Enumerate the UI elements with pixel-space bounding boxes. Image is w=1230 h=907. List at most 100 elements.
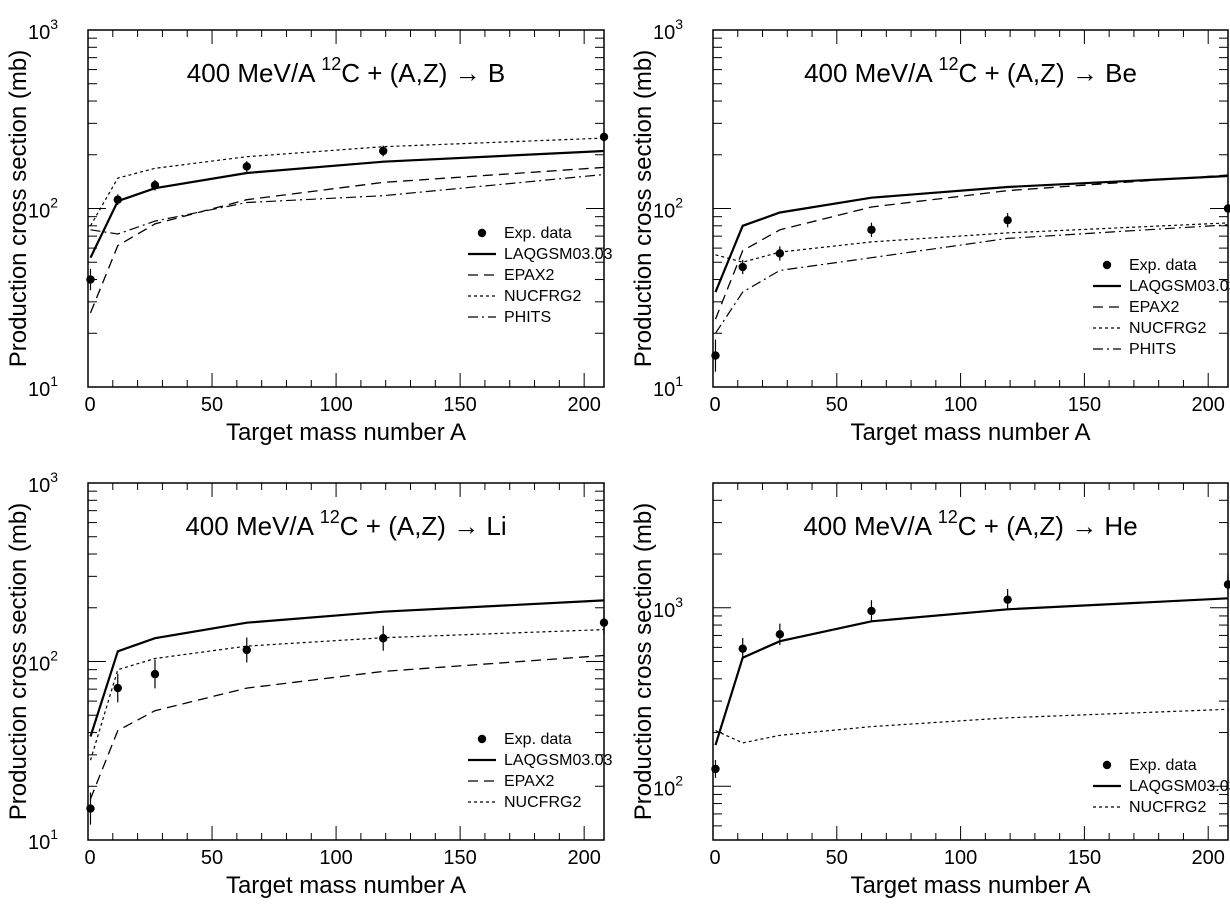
data-point xyxy=(86,804,95,813)
x-tick-label: 200 xyxy=(1192,394,1225,416)
data-point xyxy=(86,275,95,284)
data-point xyxy=(1003,215,1012,225)
series-line xyxy=(715,222,1229,263)
data-point xyxy=(1223,204,1230,213)
legend: Exp. data LAQGSM03.03 EPAX2 NUCFRG2 PHITS xyxy=(1093,257,1230,358)
legend-label: NUCFRG2 xyxy=(1129,320,1206,337)
panel-title: 400 MeV/A 12C + (A,Z) → Li xyxy=(185,507,506,541)
x-tick-label: 50 xyxy=(201,847,223,869)
legend-label: Exp. data xyxy=(504,731,572,748)
legend-label: EPAX2 xyxy=(1129,299,1180,316)
series-line xyxy=(714,597,1229,746)
x-tick-label: 100 xyxy=(944,394,977,416)
data-point xyxy=(867,225,876,234)
series-line xyxy=(89,654,605,800)
data-point xyxy=(599,132,609,142)
panel-title: 400 MeV/A 12C + (A,Z) → Be xyxy=(804,54,1137,88)
data-point xyxy=(113,683,122,693)
y-axis-title: Production cross section (mb) xyxy=(5,50,32,367)
x-tick-label: 100 xyxy=(944,847,977,869)
x-tick-label: 0 xyxy=(709,394,720,416)
x-tick-label: 100 xyxy=(319,394,352,416)
y-tick-label: 102 xyxy=(653,772,683,800)
series-line xyxy=(89,599,605,737)
chart-panel-3: 0 50 100 150 200 101 102 103 Target mass number … xyxy=(5,469,613,899)
data-point xyxy=(242,162,251,171)
legend-label: NUCFRG2 xyxy=(1129,799,1206,816)
legend-label: EPAX2 xyxy=(504,773,555,790)
legend: Exp. data LAQGSM03.03 NUCFRG2 xyxy=(1093,757,1230,816)
legend-marker xyxy=(477,734,487,744)
legend-label: LAQGSM03.03 xyxy=(1129,778,1230,795)
legend-marker xyxy=(1102,760,1112,770)
data-point xyxy=(775,249,785,258)
y-axis-title: Production cross section (mb) xyxy=(630,50,657,367)
panel-title: 400 MeV/A 12C + (A,Z) → He xyxy=(803,507,1137,541)
data-point xyxy=(711,764,720,774)
data-point xyxy=(1003,595,1012,604)
legend-label: NUCFRG2 xyxy=(504,288,581,305)
x-tick-label: 150 xyxy=(443,847,476,869)
legend-label: Exp. data xyxy=(1129,257,1197,274)
x-tick-label: 200 xyxy=(567,394,600,416)
data-point xyxy=(150,669,160,679)
x-tick-label: 150 xyxy=(1068,847,1101,869)
x-tick-label: 150 xyxy=(1068,394,1101,416)
chart-panel-2: 0 50 100 150 200 101 102 103 Target mass number … xyxy=(630,16,1230,446)
y-tick-label: 101 xyxy=(28,826,58,854)
x-tick-label: 200 xyxy=(567,847,600,869)
legend-label: LAQGSM03.03 xyxy=(504,752,613,769)
legend-label: Exp. data xyxy=(504,225,572,242)
series-line xyxy=(89,149,605,259)
series-line xyxy=(89,629,605,761)
data-point xyxy=(379,146,388,156)
panel-title: 400 MeV/A 12C + (A,Z) → B xyxy=(187,54,505,88)
y-axis-title: Production cross section (mb) xyxy=(630,503,657,820)
data-point xyxy=(379,634,388,643)
legend-label: Exp. data xyxy=(1129,757,1197,774)
x-axis-title: Target mass number A xyxy=(850,419,1090,446)
series-line xyxy=(90,173,605,235)
y-tick-label: 101 xyxy=(28,373,58,401)
x-tick-label: 50 xyxy=(826,847,848,869)
x-tick-label: 0 xyxy=(709,847,720,869)
data-point xyxy=(867,606,876,616)
series-line xyxy=(714,224,1229,334)
y-tick-label: 103 xyxy=(653,594,683,622)
y-tick-label: 102 xyxy=(28,195,58,223)
y-tick-label: 103 xyxy=(28,16,58,44)
y-tick-label: 101 xyxy=(653,373,683,401)
series-line xyxy=(714,174,1229,320)
y-tick-label: 102 xyxy=(28,648,58,676)
y-axis-title: Production cross section (mb) xyxy=(5,503,32,820)
legend-label: PHITS xyxy=(504,309,551,326)
y-tick-label: 103 xyxy=(653,16,683,44)
x-tick-label: 0 xyxy=(84,847,95,869)
legend: Exp. data LAQGSM03.03 EPAX2 NUCFRG2 PHITS xyxy=(468,225,613,326)
x-tick-label: 200 xyxy=(1192,847,1225,869)
data-point xyxy=(242,645,251,655)
legend-marker xyxy=(1102,260,1112,270)
chart-panel-1: 0 50 100 150 200 101 102 103 Target mass number … xyxy=(5,16,613,446)
data-point xyxy=(738,262,747,272)
legend: Exp. data LAQGSM03.03 EPAX2 NUCFRG2 xyxy=(468,731,613,811)
x-tick-label: 100 xyxy=(319,847,352,869)
x-tick-label: 50 xyxy=(201,394,223,416)
data-point xyxy=(738,644,747,653)
data-point xyxy=(711,351,720,360)
x-axis-title: Target mass number A xyxy=(226,872,466,899)
legend-label: LAQGSM03.03 xyxy=(1129,278,1230,295)
legend-label: EPAX2 xyxy=(504,267,555,284)
chart-panel-4: 0 50 100 150 200 102 103 Target mass number A Pr… xyxy=(630,482,1230,899)
x-axis-title: Target mass number A xyxy=(850,872,1090,899)
series-line xyxy=(89,166,605,314)
legend-label: PHITS xyxy=(1129,341,1176,358)
y-tick-label: 103 xyxy=(28,469,58,497)
data-point xyxy=(775,630,785,639)
legend-marker xyxy=(477,228,487,238)
x-tick-label: 150 xyxy=(443,394,476,416)
data-point xyxy=(599,618,609,627)
series-line xyxy=(714,174,1229,293)
data-point xyxy=(113,195,122,204)
